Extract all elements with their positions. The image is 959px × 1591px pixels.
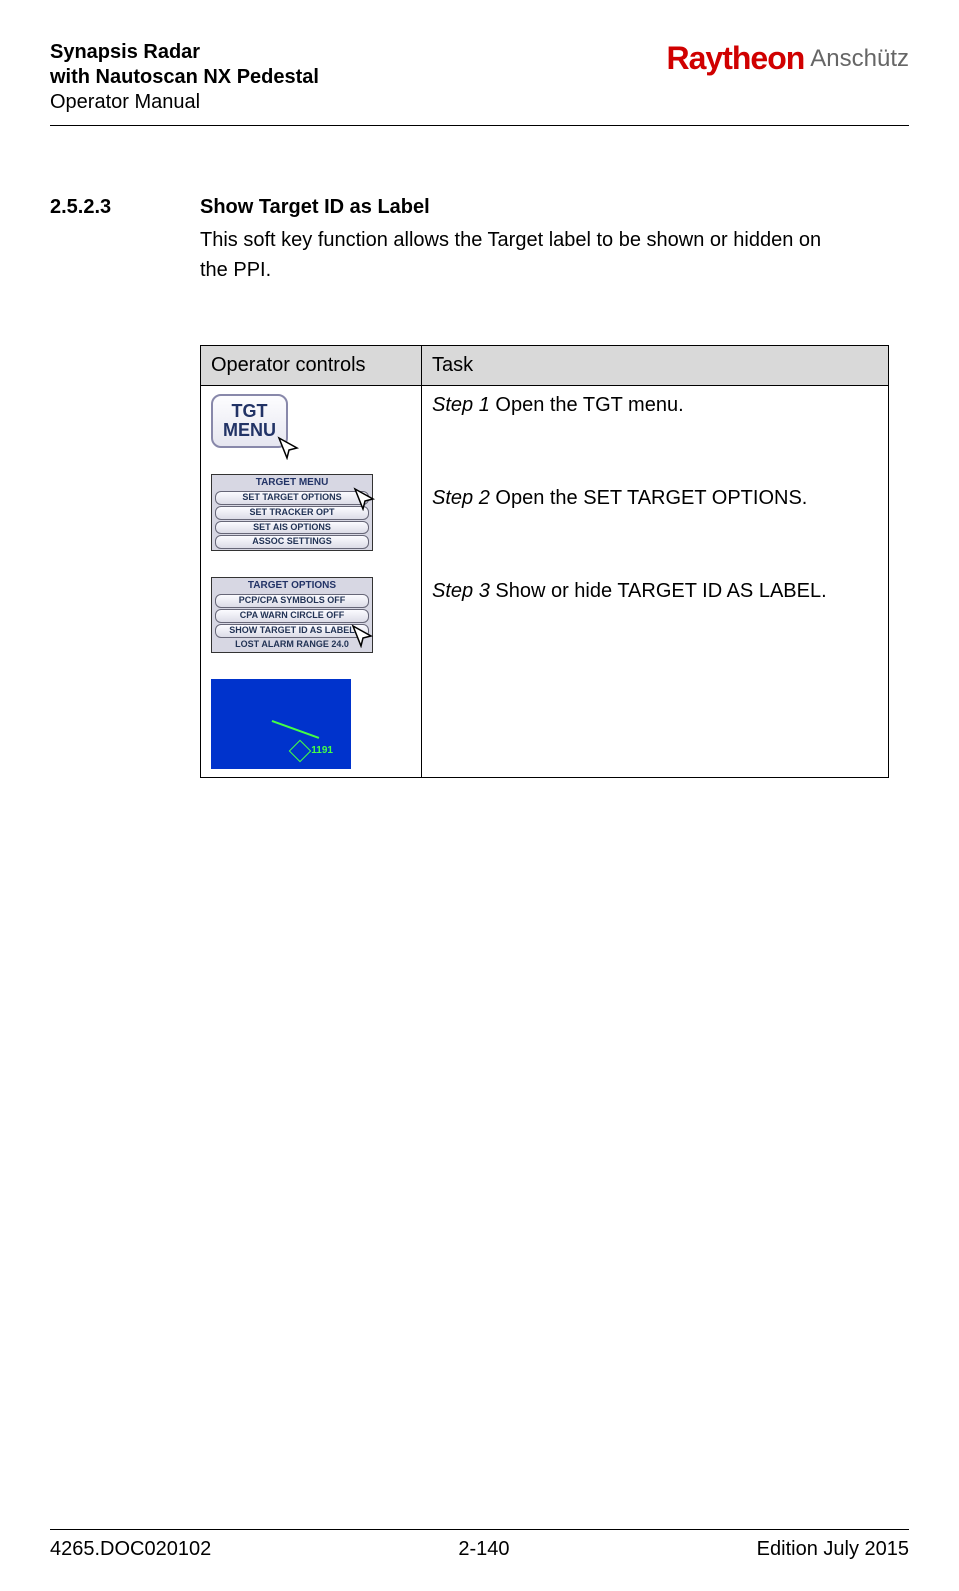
col-header-task: Task bbox=[422, 346, 889, 386]
menu-item-pcp-cpa[interactable]: PCP/CPA SYMBOLS OFF bbox=[215, 594, 369, 608]
target-menu-panel: TARGET MENU SET TARGET OPTIONS SET TRACK… bbox=[211, 474, 373, 552]
target-options-panel: TARGET OPTIONS PCP/CPA SYMBOLS OFF CPA W… bbox=[211, 577, 373, 653]
step3-text: Show or hide TARGET ID AS LABEL. bbox=[490, 580, 827, 602]
logo-raytheon-text: Raytheon bbox=[666, 40, 804, 77]
target-options-title: TARGET OPTIONS bbox=[212, 578, 372, 593]
doc-title-line1: Synapsis Radar bbox=[50, 40, 319, 65]
cursor-icon bbox=[276, 436, 300, 460]
tgt-menu-line2: MENU bbox=[223, 420, 276, 440]
ppi-display: 1191 bbox=[211, 679, 351, 769]
brand-logo: Raytheon Anschütz bbox=[666, 40, 909, 77]
section-number: 2.5.2.3 bbox=[50, 196, 160, 778]
menu-item-lost-alarm[interactable]: LOST ALARM RANGE 24.0 bbox=[215, 639, 369, 651]
section-paragraph: This soft key function allows the Target… bbox=[200, 225, 840, 285]
footer-edition: Edition July 2015 bbox=[757, 1538, 909, 1561]
step1-label: Step 1 bbox=[432, 394, 490, 416]
task-cell: Step 1 Open the TGT menu. Step 2 Open th… bbox=[422, 386, 889, 778]
footer-rule bbox=[50, 1529, 909, 1530]
menu-item-assoc-settings[interactable]: ASSOC SETTINGS bbox=[215, 535, 369, 549]
doc-title-line2: with Nautoscan NX Pedestal bbox=[50, 65, 319, 90]
step2-text: Open the SET TARGET OPTIONS. bbox=[490, 487, 808, 509]
cursor-icon bbox=[352, 487, 376, 511]
footer-doc: 4265.DOC020102 bbox=[50, 1538, 211, 1561]
doc-subtitle: Operator Manual bbox=[50, 90, 319, 115]
controls-cell: TGT MENU TARGET MENU SET TARGET OP bbox=[201, 386, 422, 778]
step3-label: Step 3 bbox=[432, 580, 490, 602]
ppi-target-symbol bbox=[289, 740, 312, 763]
step1-text: Open the TGT menu. bbox=[490, 394, 684, 416]
tgt-menu-line1: TGT bbox=[232, 401, 268, 421]
menu-item-set-ais-options[interactable]: SET AIS OPTIONS bbox=[215, 521, 369, 535]
step2-label: Step 2 bbox=[432, 487, 490, 509]
col-header-controls: Operator controls bbox=[201, 346, 422, 386]
menu-item-set-tracker-opt[interactable]: SET TRACKER OPT bbox=[215, 506, 369, 520]
menu-item-show-target-id[interactable]: SHOW TARGET ID AS LABEL bbox=[215, 624, 369, 638]
menu-item-set-target-options[interactable]: SET TARGET OPTIONS bbox=[215, 491, 369, 505]
section-title: Show Target ID as Label bbox=[200, 196, 889, 219]
ppi-target: 1191 bbox=[292, 743, 333, 759]
logo-anschutz-text: Anschütz bbox=[810, 45, 909, 73]
ppi-vector-line bbox=[272, 720, 319, 739]
operator-table: Operator controls Task TGT MENU bbox=[200, 345, 889, 778]
cursor-icon bbox=[350, 624, 374, 648]
menu-item-cpa-warn[interactable]: CPA WARN CIRCLE OFF bbox=[215, 609, 369, 623]
footer-page: 2-140 bbox=[458, 1538, 509, 1561]
ppi-target-label: 1191 bbox=[311, 745, 333, 756]
target-menu-title: TARGET MENU bbox=[212, 475, 372, 490]
